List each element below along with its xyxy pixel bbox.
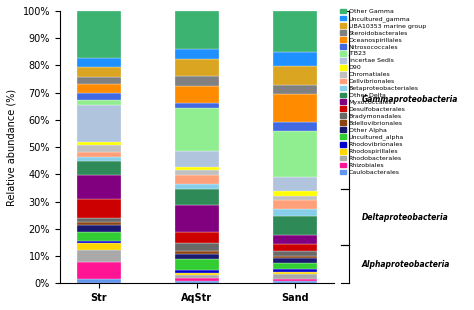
Bar: [175, 167, 219, 170]
Bar: [77, 157, 121, 161]
Bar: [273, 94, 317, 122]
Text: Alphaproteobacteria: Alphaproteobacteria: [361, 260, 450, 269]
Bar: [77, 105, 121, 142]
Bar: [77, 84, 121, 93]
Bar: [175, 49, 219, 60]
Bar: [175, 259, 219, 270]
Bar: [175, 86, 219, 103]
Bar: [77, 243, 121, 250]
Bar: [175, 60, 219, 76]
Bar: [175, 11, 219, 49]
Bar: [175, 251, 219, 254]
Y-axis label: Relative abundance (%): Relative abundance (%): [7, 89, 17, 206]
Bar: [175, 243, 219, 251]
Bar: [77, 175, 121, 199]
Bar: [273, 274, 317, 279]
Bar: [77, 222, 121, 225]
Bar: [175, 170, 219, 175]
Bar: [175, 103, 219, 108]
Bar: [77, 11, 121, 58]
Bar: [273, 272, 317, 274]
Bar: [175, 189, 219, 205]
Bar: [175, 278, 219, 281]
Bar: [273, 258, 317, 263]
Bar: [175, 205, 219, 232]
Bar: [273, 200, 317, 210]
Bar: [77, 67, 121, 77]
Bar: [77, 152, 121, 157]
Bar: [273, 269, 317, 272]
Bar: [175, 254, 219, 259]
Bar: [77, 241, 121, 243]
Bar: [273, 256, 317, 258]
Bar: [273, 235, 317, 244]
Bar: [175, 76, 219, 86]
Text: Gammaproteobacteria: Gammaproteobacteria: [361, 95, 458, 104]
Bar: [77, 145, 121, 152]
Bar: [175, 270, 219, 272]
Bar: [273, 52, 317, 66]
Bar: [77, 58, 121, 67]
Bar: [273, 281, 317, 283]
Text: Deltaproteobacteria: Deltaproteobacteria: [361, 213, 448, 222]
Bar: [175, 108, 219, 151]
Bar: [77, 199, 121, 218]
Bar: [273, 85, 317, 94]
Bar: [175, 232, 219, 243]
Bar: [77, 93, 121, 100]
Bar: [273, 251, 317, 256]
Bar: [273, 131, 317, 177]
Legend: Other Gamma, Uncultured_gamma, UBA10353 marine group, Steroidobacterales, Oceano: Other Gamma, Uncultured_gamma, UBA10353 …: [340, 9, 426, 175]
Bar: [77, 161, 121, 175]
Bar: [77, 77, 121, 84]
Bar: [273, 177, 317, 191]
Bar: [273, 263, 317, 269]
Bar: [175, 175, 219, 184]
Bar: [273, 244, 317, 251]
Bar: [77, 142, 121, 145]
Bar: [273, 216, 317, 235]
Bar: [77, 279, 121, 283]
Bar: [273, 210, 317, 216]
Bar: [77, 232, 121, 241]
Bar: [273, 196, 317, 200]
Bar: [77, 100, 121, 105]
Bar: [273, 11, 317, 52]
Bar: [77, 218, 121, 222]
Bar: [273, 122, 317, 131]
Bar: [273, 66, 317, 85]
Bar: [175, 184, 219, 189]
Bar: [175, 275, 219, 278]
Bar: [273, 191, 317, 196]
Bar: [175, 281, 219, 283]
Bar: [77, 250, 121, 262]
Bar: [77, 262, 121, 279]
Bar: [273, 279, 317, 281]
Bar: [175, 272, 219, 275]
Bar: [77, 225, 121, 232]
Bar: [175, 151, 219, 167]
